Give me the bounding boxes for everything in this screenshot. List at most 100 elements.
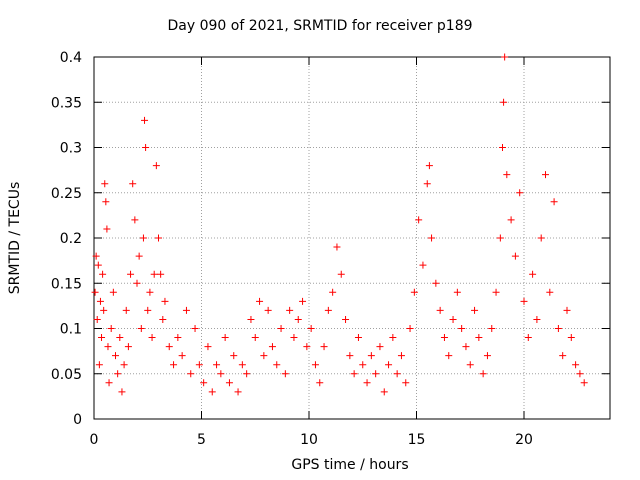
- data-point: [139, 234, 147, 242]
- data-point: [290, 334, 298, 342]
- data-point: [260, 352, 268, 360]
- data-point: [520, 297, 528, 305]
- x-axis-label: GPS time / hours: [291, 457, 409, 473]
- data-point: [150, 270, 158, 278]
- data-point: [133, 279, 141, 287]
- data-point: [363, 379, 371, 387]
- data-point: [165, 343, 173, 351]
- data-point: [550, 198, 558, 206]
- data-point: [466, 361, 474, 369]
- data-point: [93, 315, 101, 323]
- data-point: [131, 216, 139, 224]
- data-point: [428, 234, 436, 242]
- data-point: [234, 388, 242, 396]
- data-point: [187, 370, 195, 378]
- data-point: [281, 370, 289, 378]
- data-point: [208, 388, 216, 396]
- data-point: [324, 306, 332, 314]
- data-point: [389, 334, 397, 342]
- data-point: [449, 315, 457, 323]
- data-point: [182, 306, 190, 314]
- y-tick-label: 0.15: [51, 276, 82, 292]
- data-point: [116, 334, 124, 342]
- y-tick-label: 0.2: [60, 231, 82, 247]
- data-point: [273, 361, 281, 369]
- data-point: [507, 216, 515, 224]
- data-point: [419, 261, 427, 269]
- data-point: [96, 297, 104, 305]
- data-point: [148, 334, 156, 342]
- data-point: [563, 306, 571, 314]
- data-point: [286, 306, 294, 314]
- data-point: [100, 306, 108, 314]
- grid-lines: [94, 57, 610, 419]
- data-point: [120, 361, 128, 369]
- y-tick-label: 0: [73, 412, 82, 428]
- x-tick-label: 15: [408, 432, 426, 448]
- data-point: [95, 361, 103, 369]
- data-point: [109, 288, 117, 296]
- data-point: [161, 297, 169, 305]
- data-point: [137, 325, 145, 332]
- data-point: [135, 252, 143, 260]
- data-point: [503, 171, 511, 179]
- data-point: [546, 288, 554, 296]
- data-point: [436, 306, 444, 314]
- data-point: [410, 288, 418, 296]
- data-point: [453, 288, 461, 296]
- data-point: [311, 361, 319, 369]
- data-point: [268, 343, 276, 351]
- data-point: [107, 325, 115, 332]
- x-tick-label: 0: [90, 432, 99, 448]
- data-point: [191, 325, 199, 332]
- data-point: [127, 270, 135, 278]
- data-point: [533, 315, 541, 323]
- y-tick-label: 0.1: [60, 322, 82, 338]
- data-point: [415, 216, 423, 224]
- data-point: [511, 252, 519, 260]
- data-point: [529, 270, 537, 278]
- data-point: [129, 180, 137, 188]
- data-point: [251, 334, 259, 342]
- data-point: [200, 379, 208, 387]
- data-point: [402, 379, 410, 387]
- data-point: [92, 252, 100, 260]
- data-point: [397, 352, 405, 360]
- data-point: [501, 53, 509, 61]
- data-point: [393, 370, 401, 378]
- y-tick-label: 0.05: [51, 367, 82, 383]
- data-point: [376, 343, 384, 351]
- data-point: [195, 361, 203, 369]
- data-point: [572, 361, 580, 369]
- data-point: [462, 343, 470, 351]
- data-point: [359, 361, 367, 369]
- data-point: [483, 352, 491, 360]
- x-tick-label: 20: [515, 432, 533, 448]
- data-point: [333, 243, 341, 251]
- data-point: [247, 315, 255, 323]
- data-point: [124, 343, 132, 351]
- data-point: [142, 144, 150, 151]
- data-point: [277, 325, 285, 332]
- data-point: [221, 334, 229, 342]
- data-point: [350, 370, 358, 378]
- data-point: [159, 315, 167, 323]
- data-point: [213, 361, 221, 369]
- data-point: [576, 370, 584, 378]
- data-point: [380, 388, 388, 396]
- data-point: [329, 288, 337, 296]
- data-point: [155, 234, 162, 242]
- chart-title: Day 090 of 2021, SRMTID for receiver p18…: [167, 18, 473, 34]
- data-point: [225, 379, 233, 387]
- data-point: [496, 234, 504, 242]
- data-point: [475, 334, 483, 342]
- data-point: [170, 361, 178, 369]
- x-tick-label: 5: [197, 432, 206, 448]
- data-point: [204, 343, 212, 351]
- data-point: [342, 315, 350, 323]
- y-tick-label: 0.3: [60, 141, 82, 157]
- data-point: [337, 270, 345, 278]
- data-point: [307, 325, 315, 332]
- data-point: [440, 334, 448, 342]
